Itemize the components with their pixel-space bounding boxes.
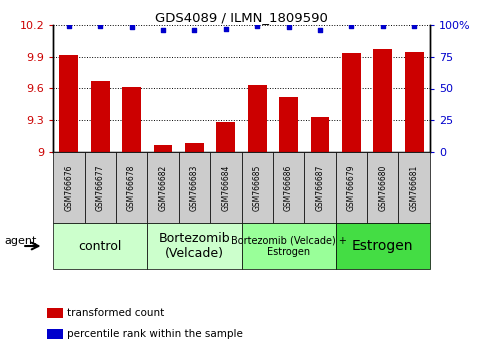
Text: GSM766685: GSM766685 bbox=[253, 164, 262, 211]
Bar bbox=[85, 152, 116, 223]
Bar bbox=[179, 152, 210, 223]
Bar bbox=[147, 152, 179, 223]
Text: agent: agent bbox=[5, 236, 37, 246]
Text: GSM766680: GSM766680 bbox=[378, 164, 387, 211]
Bar bbox=[373, 49, 392, 152]
Bar bbox=[47, 329, 63, 339]
Point bbox=[253, 23, 261, 29]
Bar bbox=[336, 223, 430, 269]
Text: GSM766676: GSM766676 bbox=[64, 164, 73, 211]
Bar bbox=[53, 223, 147, 269]
Text: GSM766681: GSM766681 bbox=[410, 165, 419, 211]
Bar bbox=[147, 223, 242, 269]
Point bbox=[348, 23, 355, 29]
Point bbox=[222, 26, 230, 32]
Bar bbox=[311, 117, 329, 152]
Bar bbox=[367, 152, 398, 223]
Bar bbox=[91, 81, 110, 152]
Bar bbox=[216, 122, 235, 152]
Bar bbox=[53, 152, 85, 223]
Point bbox=[191, 27, 199, 33]
Point bbox=[128, 24, 135, 30]
Bar bbox=[47, 308, 63, 318]
Bar bbox=[185, 143, 204, 152]
Text: Bortezomib
(Velcade): Bortezomib (Velcade) bbox=[158, 232, 230, 260]
Text: GSM766682: GSM766682 bbox=[158, 165, 168, 211]
Bar bbox=[342, 53, 361, 152]
Bar bbox=[336, 152, 367, 223]
Bar bbox=[279, 97, 298, 152]
Point bbox=[411, 23, 418, 29]
Bar bbox=[210, 152, 242, 223]
Bar bbox=[59, 55, 78, 152]
Point bbox=[159, 27, 167, 33]
Text: Bortezomib (Velcade) +
Estrogen: Bortezomib (Velcade) + Estrogen bbox=[231, 235, 346, 257]
Text: GSM766687: GSM766687 bbox=[315, 164, 325, 211]
Text: GSM766677: GSM766677 bbox=[96, 164, 105, 211]
Text: percentile rank within the sample: percentile rank within the sample bbox=[67, 329, 243, 339]
Bar bbox=[248, 85, 267, 152]
Point bbox=[285, 24, 293, 30]
Text: Estrogen: Estrogen bbox=[352, 239, 413, 253]
Text: GSM766683: GSM766683 bbox=[190, 164, 199, 211]
Bar bbox=[405, 52, 424, 152]
Point bbox=[316, 27, 324, 33]
Bar bbox=[304, 152, 336, 223]
Bar bbox=[273, 152, 304, 223]
Text: GSM766679: GSM766679 bbox=[347, 164, 356, 211]
Point bbox=[379, 23, 387, 29]
Bar bbox=[398, 152, 430, 223]
Text: control: control bbox=[79, 240, 122, 252]
Text: GSM766678: GSM766678 bbox=[127, 164, 136, 211]
Bar bbox=[122, 87, 141, 152]
Bar bbox=[242, 223, 336, 269]
Bar bbox=[116, 152, 147, 223]
Text: GSM766684: GSM766684 bbox=[221, 164, 230, 211]
Point bbox=[97, 23, 104, 29]
Bar bbox=[242, 152, 273, 223]
Text: transformed count: transformed count bbox=[67, 308, 165, 318]
Bar bbox=[154, 145, 172, 152]
Point bbox=[65, 23, 73, 29]
Text: GSM766686: GSM766686 bbox=[284, 164, 293, 211]
Title: GDS4089 / ILMN_1809590: GDS4089 / ILMN_1809590 bbox=[155, 11, 328, 24]
